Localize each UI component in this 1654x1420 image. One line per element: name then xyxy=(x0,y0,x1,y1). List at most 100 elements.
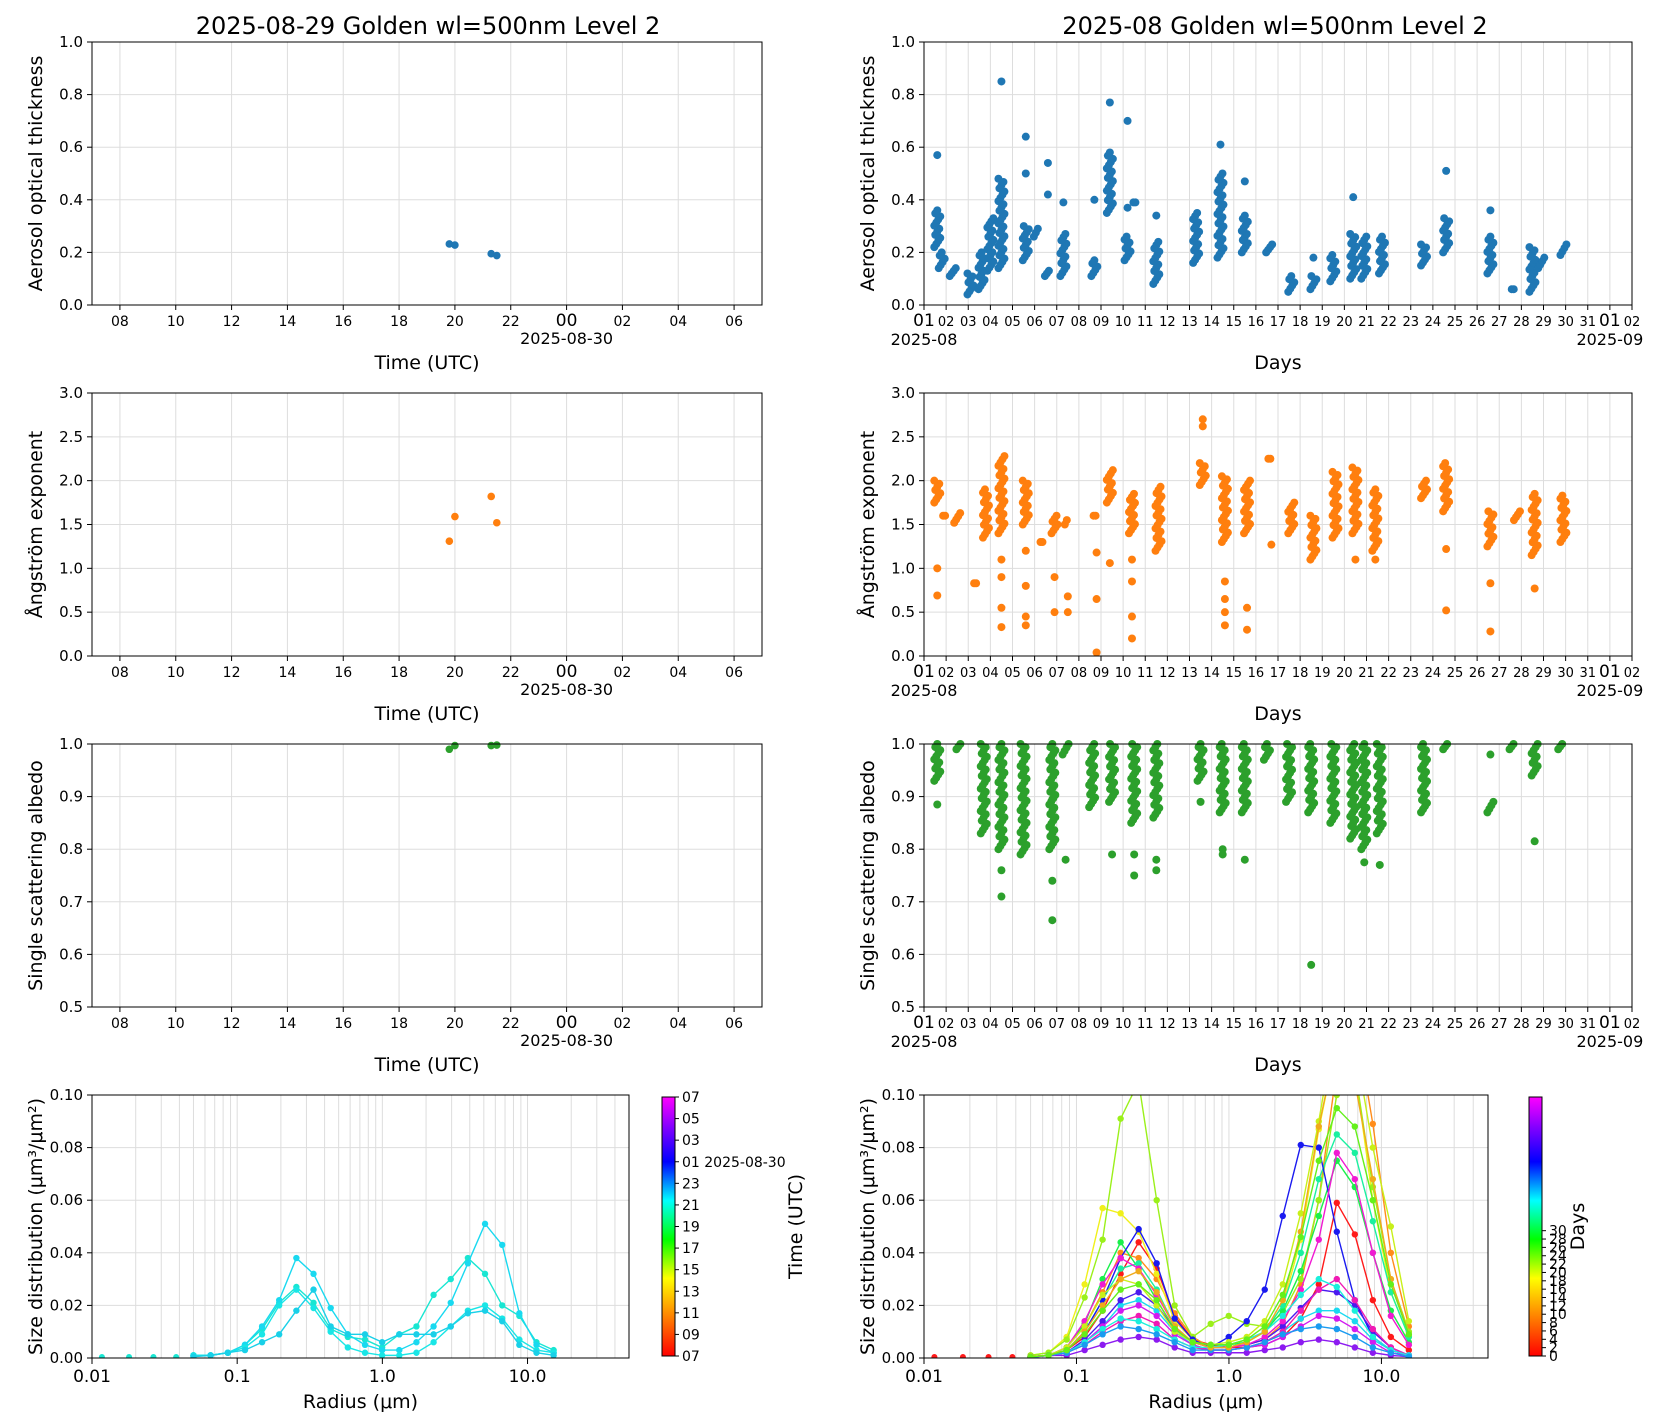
y-tick-label: 2.5 xyxy=(59,428,83,446)
x-tick-label: 14 xyxy=(279,314,297,330)
data-point xyxy=(1152,211,1161,220)
series-point xyxy=(1297,1315,1304,1322)
series-point xyxy=(1153,1325,1160,1333)
x-date-label: 2025-08-30 xyxy=(520,329,613,348)
x-tick-label: 12 xyxy=(1159,666,1176,681)
series-point xyxy=(550,1352,557,1358)
data-point xyxy=(1105,559,1114,568)
data-point xyxy=(1287,272,1296,281)
data-point xyxy=(1127,555,1136,564)
x-tick-label: 30 xyxy=(1557,1017,1574,1032)
y-tick-label: 0.04 xyxy=(50,1244,83,1262)
x-tick-label: 08 xyxy=(1071,315,1088,330)
series-point xyxy=(1369,1325,1377,1333)
y-tick-label: 2.0 xyxy=(891,472,915,490)
series-point xyxy=(1315,1236,1322,1243)
x-tick-label: 05 xyxy=(1004,315,1021,330)
y-tick-label: 0.5 xyxy=(891,998,915,1016)
series-point xyxy=(1135,1268,1142,1275)
series-point xyxy=(293,1307,300,1314)
y-axis-label: Single scattering albedo xyxy=(25,760,47,991)
series-point xyxy=(1333,1325,1341,1333)
series-point xyxy=(1045,1352,1052,1358)
series-point xyxy=(344,1344,352,1351)
data-point xyxy=(1044,266,1053,275)
series-point xyxy=(310,1304,317,1312)
x-tick-label: 23 xyxy=(1402,315,1419,330)
data-point xyxy=(1348,463,1357,472)
x-tick-label: 10 xyxy=(167,314,185,330)
series-point xyxy=(150,1353,157,1358)
data-point xyxy=(1043,158,1052,167)
y-tick-label: 0.08 xyxy=(882,1139,915,1157)
data-point xyxy=(1240,177,1249,186)
series-point xyxy=(258,1339,266,1346)
right-figure-title: 2025-08 Golden wl=500nm Level 2 xyxy=(1062,12,1487,40)
x-tick-label: 17 xyxy=(1270,315,1287,330)
data-point xyxy=(1090,195,1099,204)
y-tick-label: 0.5 xyxy=(59,998,83,1016)
series-point xyxy=(1405,1341,1413,1349)
series-point xyxy=(1315,1307,1322,1314)
x-tick-label: 12 xyxy=(1159,315,1176,330)
data-point xyxy=(492,741,501,749)
y-tick-label: 0.6 xyxy=(891,138,915,156)
colorbar-tick-label: 17 xyxy=(682,1241,700,1257)
y-tick-label: 0.08 xyxy=(50,1139,83,1157)
x-axis-label: Days xyxy=(1254,1054,1301,1076)
data-point xyxy=(1525,243,1534,252)
x-tick-label: 20 xyxy=(1336,315,1353,330)
chart-ssa-month: 0.5 0.6 0.7 0.8 0.9 1.0 Single scattering albe… xyxy=(857,735,1643,1076)
data-point xyxy=(1021,169,1030,178)
data-point xyxy=(1123,203,1132,212)
data-point xyxy=(1558,491,1567,500)
colorbar-tick-label: 30 xyxy=(1549,1224,1567,1240)
series-point xyxy=(1009,1353,1016,1358)
colorbar-label: Time (UTC) xyxy=(785,1174,807,1280)
x-tick-label: 18 xyxy=(390,1016,408,1032)
data-point xyxy=(1486,206,1495,215)
x-tick-label: 14 xyxy=(279,665,297,681)
series-point xyxy=(1297,1307,1304,1314)
x-tick-label: 24 xyxy=(1425,315,1442,330)
x-tick-label: 20 xyxy=(446,665,464,681)
series-point xyxy=(1333,1228,1341,1235)
series-point xyxy=(1333,1149,1341,1157)
data-point xyxy=(1246,476,1255,485)
series-point xyxy=(959,1353,966,1358)
data-point xyxy=(997,573,1006,582)
colorbar-tick-label: 20 xyxy=(1549,1265,1567,1281)
series-point xyxy=(1135,1333,1142,1341)
x-tick-label: 22 xyxy=(502,1016,520,1032)
series-point xyxy=(1351,1307,1359,1314)
x-tick-label: 19 xyxy=(1314,666,1331,681)
y-tick-label: 1.5 xyxy=(59,516,83,534)
series-point xyxy=(126,1353,133,1358)
series-point xyxy=(276,1302,283,1309)
plot-frame xyxy=(923,743,1633,1008)
data-point xyxy=(1092,595,1101,604)
x-end-label: 2025-09 xyxy=(1576,330,1643,349)
data-point xyxy=(1220,577,1229,586)
series-point xyxy=(1135,1079,1141,1085)
series-point xyxy=(1117,1286,1124,1293)
y-tick-label: 0.02 xyxy=(50,1296,83,1314)
x-tick-label: 08 xyxy=(1071,666,1088,681)
colorbar-tick-label: 23 xyxy=(682,1176,700,1192)
series-point xyxy=(361,1336,369,1343)
y-tick-label: 1.0 xyxy=(59,735,83,753)
y-axis-label: Ångström exponent xyxy=(856,431,879,619)
series-point xyxy=(224,1349,232,1356)
data-point xyxy=(956,509,965,518)
series-point xyxy=(1099,1317,1106,1325)
data-point xyxy=(492,251,501,260)
series-point xyxy=(1315,1281,1322,1288)
series-point xyxy=(1225,1312,1232,1320)
data-point xyxy=(1048,795,1057,804)
series-point xyxy=(1297,1249,1304,1257)
series-point xyxy=(258,1331,266,1338)
data-point xyxy=(1154,237,1163,246)
x-tick-label: 22 xyxy=(502,314,520,330)
x-tick-label: 02 xyxy=(614,314,632,330)
y-tick-label: 1.0 xyxy=(891,559,915,577)
